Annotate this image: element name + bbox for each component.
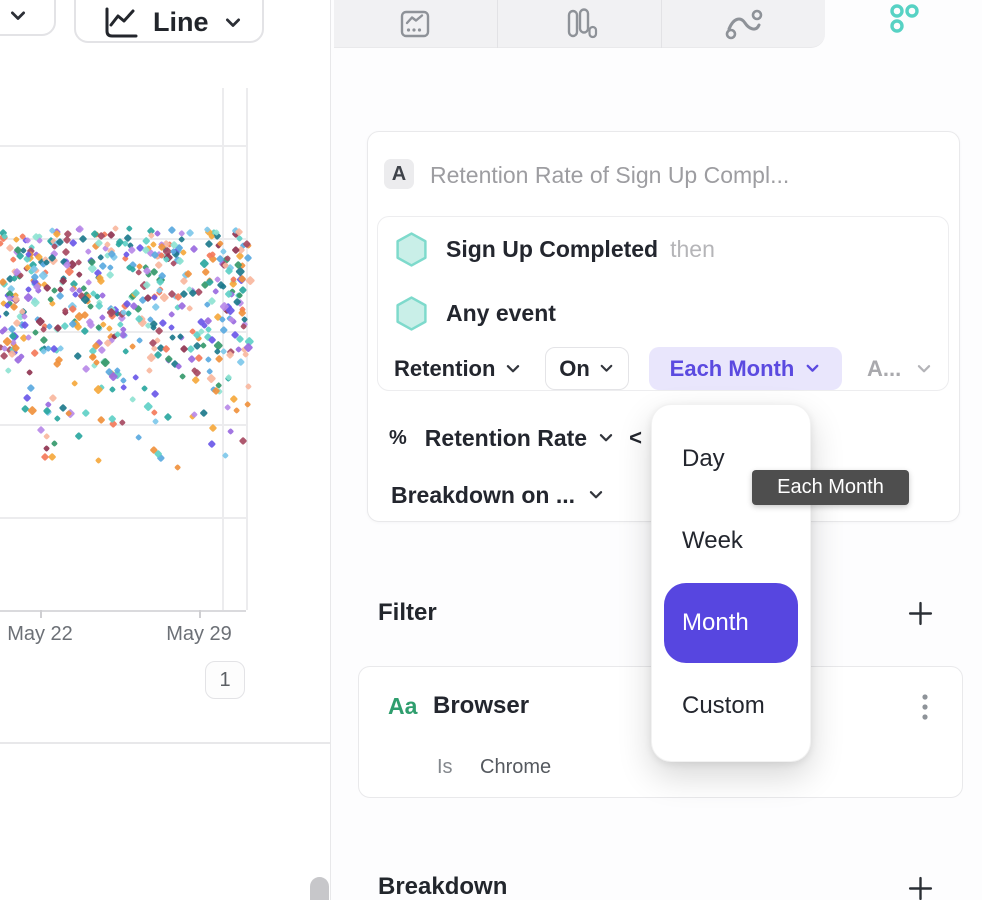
interval-option-custom[interactable]: Custom [682,692,765,719]
overflow-label: A... [867,355,902,381]
interval-label: Each Month [669,355,795,381]
framed-chart-icon [399,9,431,39]
on-dropdown-button[interactable]: On [545,347,629,390]
query-label-badge: A [384,159,414,189]
chart-type-label: Line [153,7,209,37]
interval-tooltip: Each Month [752,470,909,505]
filter-section-title: Filter [378,599,437,626]
overflow-dropdown[interactable]: A... [867,347,933,390]
plus-icon [907,875,934,900]
x-axis-label: May 29 [166,623,232,645]
scatter-cluster-icon [888,3,920,37]
view-tab-bar [334,0,825,48]
retention-mode-dropdown[interactable]: Retention [394,347,522,390]
filter-property-name[interactable]: Browser [433,692,530,719]
retention-mode-label: Retention [394,355,496,381]
plus-icon [907,600,934,627]
line-chart-icon [102,6,139,40]
chart-type-button[interactable]: Line [74,0,264,43]
breakdown-on-label: Breakdown on ... [391,481,576,508]
event-hexagon-icon [395,296,428,331]
tab-separator [660,0,663,48]
chevron-down-icon [804,360,821,377]
filter-operator[interactable]: Is [437,756,453,778]
event-suffix: then [670,236,715,262]
breakdown-section-title: Breakdown [378,873,508,900]
on-label: On [559,355,590,381]
collapsed-dropdown-button[interactable] [0,0,56,36]
breakdown-on-dropdown[interactable]: Breakdown on ... [391,480,605,510]
scrollbar-thumb[interactable] [310,877,329,900]
event-step-row[interactable]: Any event [395,296,568,331]
event-steps-card: Sign Up Completed then Any event Retenti… [377,216,949,391]
interval-option-month[interactable]: Month [664,583,798,663]
pagination-page-button[interactable]: 1 [205,661,245,699]
tab-bar-chart-view[interactable] [498,0,661,47]
chevron-down-icon [223,13,243,33]
interval-option-day[interactable]: Day [682,445,725,472]
chevron-down-icon [587,486,605,504]
interval-dropdown-button[interactable]: Each Month [649,347,842,390]
chevron-down-icon [598,360,615,377]
event-name: Any event [446,300,556,326]
filter-value[interactable]: Chrome [480,756,552,778]
tab-scatter-view-active[interactable] [825,0,982,48]
add-breakdown-button[interactable] [906,874,934,900]
measure-label: Retention Rate [424,424,588,451]
chart-panel: May 22 May 29 1 Line [0,0,331,900]
query-title[interactable]: Retention Rate of Sign Up Compl... [430,162,790,188]
x-axis-label: May 22 [7,623,73,645]
chevron-down-icon [915,360,933,378]
string-property-icon: Aa [388,693,418,719]
percent-icon: % [389,426,407,449]
event-name: Sign Up Completed [446,236,659,262]
tab-line-chart-view[interactable] [334,0,497,47]
event-hexagon-icon [395,232,428,267]
interval-dropdown-menu: Day Week Month Custom [651,404,811,762]
interval-option-week[interactable]: Week [682,527,743,554]
event-step-row[interactable]: Sign Up Completed then [395,232,715,267]
chevron-down-icon [597,429,615,447]
measure-trailing-text: < [629,425,642,450]
tab-separator [496,0,499,48]
bar-chart-icon [562,7,598,40]
kebab-menu-icon[interactable] [921,693,929,723]
flow-icon [725,8,763,40]
chevron-down-icon [504,360,522,378]
panel-divider [0,742,331,744]
measure-dropdown[interactable]: % Retention Rate < [389,423,642,453]
add-filter-button[interactable] [906,599,934,627]
tab-flow-view[interactable] [662,0,825,47]
